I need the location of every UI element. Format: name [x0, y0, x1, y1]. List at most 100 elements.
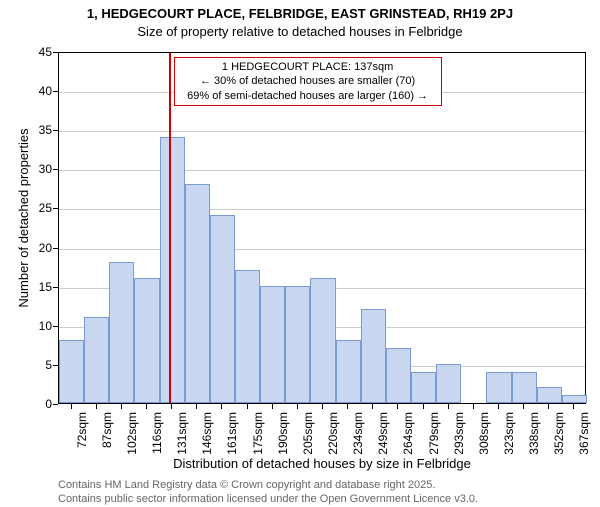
histogram-bar	[361, 309, 386, 403]
histogram-bar	[160, 137, 185, 403]
xtick-label: 131sqm	[175, 412, 189, 456]
xtick-label: 352sqm	[552, 412, 566, 456]
annotation-line: ← 30% of detached houses are smaller (70…	[179, 74, 437, 88]
ytick-label: 20	[28, 241, 52, 255]
xtick-mark	[247, 404, 248, 409]
ytick-mark	[53, 169, 58, 170]
xtick-label: 102sqm	[125, 412, 139, 456]
xtick-label: 72sqm	[75, 412, 89, 456]
ytick-label: 45	[28, 45, 52, 59]
xtick-mark	[498, 404, 499, 409]
xtick-mark	[297, 404, 298, 409]
xtick-label: 175sqm	[251, 412, 265, 456]
x-axis-label: Distribution of detached houses by size …	[58, 456, 586, 471]
chart-supertitle: 1, HEDGECOURT PLACE, FELBRIDGE, EAST GRI…	[0, 6, 600, 21]
xtick-mark	[322, 404, 323, 409]
xtick-mark	[96, 404, 97, 409]
xtick-mark	[71, 404, 72, 409]
gridline	[59, 131, 585, 132]
histogram-bar	[59, 340, 84, 403]
ytick-mark	[53, 365, 58, 366]
histogram-bar	[109, 262, 134, 403]
histogram-bar	[210, 215, 235, 403]
xtick-mark	[221, 404, 222, 409]
ytick-mark	[53, 404, 58, 405]
footer-line-2: Contains public sector information licen…	[58, 492, 478, 506]
ytick-mark	[53, 208, 58, 209]
histogram-bar	[336, 340, 361, 403]
ytick-label: 0	[28, 397, 52, 411]
xtick-label: 279sqm	[427, 412, 441, 456]
histogram-bar	[512, 372, 537, 403]
ytick-mark	[53, 326, 58, 327]
ytick-label: 15	[28, 280, 52, 294]
plot-area: 1 HEDGECOURT PLACE: 137sqm← 30% of detac…	[58, 52, 586, 404]
xtick-label: 308sqm	[477, 412, 491, 456]
xtick-label: 234sqm	[351, 412, 365, 456]
xtick-mark	[423, 404, 424, 409]
histogram-bar	[285, 286, 310, 403]
histogram-bar	[134, 278, 159, 403]
y-axis-label: Number of detached properties	[16, 108, 31, 328]
xtick-mark	[372, 404, 373, 409]
gridline	[59, 209, 585, 210]
xtick-label: 146sqm	[200, 412, 214, 456]
marker-line	[169, 53, 171, 403]
xtick-mark	[548, 404, 549, 409]
histogram-bar	[537, 387, 562, 403]
chart-container: 1, HEDGECOURT PLACE, FELBRIDGE, EAST GRI…	[0, 0, 600, 500]
histogram-bar	[436, 364, 461, 403]
xtick-label: 220sqm	[326, 412, 340, 456]
xtick-label: 161sqm	[225, 412, 239, 456]
xtick-mark	[473, 404, 474, 409]
histogram-bar	[235, 270, 260, 403]
xtick-mark	[448, 404, 449, 409]
ytick-label: 40	[28, 84, 52, 98]
xtick-mark	[397, 404, 398, 409]
xtick-mark	[573, 404, 574, 409]
chart-subtitle: Size of property relative to detached ho…	[0, 24, 600, 39]
histogram-bar	[185, 184, 210, 403]
chart-footer: Contains HM Land Registry data © Crown c…	[58, 478, 478, 507]
ytick-label: 25	[28, 201, 52, 215]
ytick-mark	[53, 130, 58, 131]
xtick-mark	[196, 404, 197, 409]
xtick-label: 87sqm	[100, 412, 114, 456]
ytick-mark	[53, 248, 58, 249]
annotation-box: 1 HEDGECOURT PLACE: 137sqm← 30% of detac…	[174, 57, 442, 106]
ytick-mark	[53, 91, 58, 92]
histogram-bar	[260, 286, 285, 403]
xtick-label: 323sqm	[502, 412, 516, 456]
histogram-bar	[562, 395, 587, 403]
xtick-mark	[146, 404, 147, 409]
histogram-bar	[310, 278, 335, 403]
histogram-bar	[84, 317, 109, 403]
xtick-label: 367sqm	[577, 412, 591, 456]
footer-line-1: Contains HM Land Registry data © Crown c…	[58, 478, 478, 492]
xtick-mark	[121, 404, 122, 409]
ytick-label: 10	[28, 319, 52, 333]
xtick-mark	[272, 404, 273, 409]
xtick-label: 190sqm	[276, 412, 290, 456]
gridline	[59, 170, 585, 171]
ytick-mark	[53, 287, 58, 288]
histogram-bar	[411, 372, 436, 403]
histogram-bar	[386, 348, 411, 403]
xtick-mark	[523, 404, 524, 409]
ytick-label: 35	[28, 123, 52, 137]
xtick-label: 205sqm	[301, 412, 315, 456]
xtick-label: 293sqm	[452, 412, 466, 456]
xtick-label: 264sqm	[401, 412, 415, 456]
xtick-label: 116sqm	[150, 412, 164, 456]
ytick-label: 5	[28, 358, 52, 372]
xtick-label: 338sqm	[527, 412, 541, 456]
annotation-line: 1 HEDGECOURT PLACE: 137sqm	[179, 60, 437, 74]
xtick-mark	[347, 404, 348, 409]
gridline	[59, 249, 585, 250]
xtick-label: 249sqm	[376, 412, 390, 456]
annotation-line: 69% of semi-detached houses are larger (…	[179, 89, 437, 103]
xtick-mark	[171, 404, 172, 409]
ytick-label: 30	[28, 162, 52, 176]
ytick-mark	[53, 52, 58, 53]
histogram-bar	[486, 372, 511, 403]
